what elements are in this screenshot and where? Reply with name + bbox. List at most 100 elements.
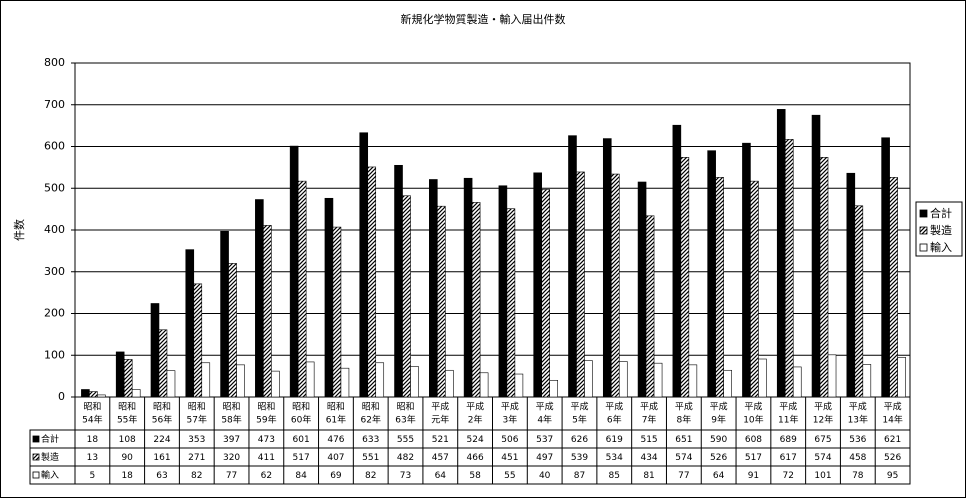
x-tick-label: 昭和: [397, 402, 415, 413]
x-tick-label: 平成: [884, 401, 902, 413]
bar: [576, 171, 585, 398]
bar: [506, 208, 516, 398]
x-tick-label: 11年: [778, 414, 798, 426]
table-cell: 81: [643, 471, 654, 481]
x-tick-label: 6年: [607, 414, 622, 426]
table-cell: 515: [640, 435, 657, 445]
table-cell: 621: [884, 435, 901, 445]
table-cell: 482: [397, 453, 414, 463]
bar: [89, 391, 98, 398]
bar: [568, 135, 577, 398]
x-tick-label: 56年: [152, 414, 172, 426]
x-tick-label: 13年: [848, 414, 868, 426]
bar: [150, 303, 160, 398]
x-tick-label: 平成: [431, 401, 449, 413]
x-tick-label: 昭和: [257, 402, 275, 413]
x-tick-label: 4年: [537, 414, 552, 426]
table-cell: 90: [121, 453, 133, 463]
table-cell: 77: [678, 471, 689, 481]
x-tick-label: 9年: [711, 414, 726, 426]
table-legend-key: [32, 471, 40, 479]
bar: [750, 180, 759, 398]
x-tick-label: 7年: [642, 414, 657, 426]
x-tick-label: 59年: [256, 414, 276, 426]
x-tick-label: 55年: [117, 414, 137, 426]
table-cell: 64: [435, 471, 447, 481]
bar: [653, 362, 663, 398]
x-tick-label: 平成: [779, 401, 797, 413]
bar: [827, 354, 837, 398]
bar: [81, 389, 90, 398]
legend-key: [919, 243, 928, 252]
bar: [429, 179, 438, 398]
legend-label: 輸入: [930, 240, 952, 254]
table-cell: 524: [467, 435, 484, 445]
x-tick-label: 2年: [468, 414, 483, 426]
table-cell: 506: [501, 435, 518, 445]
bar: [228, 263, 237, 398]
bar: [897, 357, 906, 398]
bar: [185, 249, 195, 398]
table-cell: 411: [258, 453, 275, 463]
bar: [340, 367, 350, 398]
bar: [854, 205, 864, 398]
bar: [723, 369, 732, 398]
table-cell: 590: [710, 435, 727, 445]
bar: [97, 394, 106, 398]
table-cell: 40: [539, 471, 551, 481]
table-cell: 397: [223, 435, 240, 445]
table-cell: 526: [884, 453, 901, 463]
x-tick-label: 平成: [570, 401, 588, 413]
bar: [715, 177, 724, 398]
bar: [236, 364, 245, 398]
bar: [584, 360, 593, 398]
bar: [479, 372, 489, 398]
bar: [193, 283, 203, 398]
x-tick-label: 57年: [187, 414, 207, 426]
bar: [445, 369, 454, 398]
bar: [131, 389, 141, 398]
bar: [463, 177, 473, 398]
bar: [610, 173, 620, 398]
table-cell: 601: [293, 435, 310, 445]
x-tick-label: 平成: [605, 401, 623, 413]
table-cell: 72: [783, 471, 794, 481]
y-tick-label: 600: [44, 140, 65, 153]
table-cell: 84: [295, 471, 307, 481]
table-cell: 58: [469, 471, 481, 481]
table-cell: 651: [675, 435, 692, 445]
legend-label: 製造: [930, 223, 952, 237]
x-tick-label: 平成: [675, 401, 693, 413]
bar: [332, 226, 342, 398]
table-cell: 85: [609, 471, 620, 481]
table-cell: 626: [571, 435, 588, 445]
table-cell: 5: [90, 471, 96, 481]
y-tick-label: 400: [44, 223, 65, 236]
table-cell: 77: [226, 471, 237, 481]
bar: [123, 359, 133, 398]
y-tick-label: 300: [44, 265, 65, 278]
x-tick-label: 58年: [221, 414, 241, 426]
x-tick-label: 平成: [466, 401, 484, 413]
x-tick-label: 平成: [849, 401, 867, 413]
bar: [792, 366, 802, 398]
bar: [549, 379, 558, 398]
bar: [158, 329, 168, 398]
bar: [533, 172, 542, 398]
table-cell: 574: [675, 453, 692, 463]
bar: [889, 177, 898, 398]
table-cell: 608: [745, 435, 762, 445]
y-tick-label: 700: [44, 98, 65, 111]
bar: [394, 164, 403, 398]
table-cell: 18: [121, 471, 133, 481]
table-cell: 473: [258, 435, 275, 445]
bar: [471, 202, 481, 398]
x-tick-label: 昭和: [223, 402, 241, 413]
table-cell: 458: [849, 453, 866, 463]
bar: [742, 142, 751, 398]
table-row-label: 輸入: [41, 469, 59, 481]
table-cell: 353: [188, 435, 205, 445]
table-cell: 73: [400, 471, 411, 481]
table-cell: 13: [87, 453, 98, 463]
